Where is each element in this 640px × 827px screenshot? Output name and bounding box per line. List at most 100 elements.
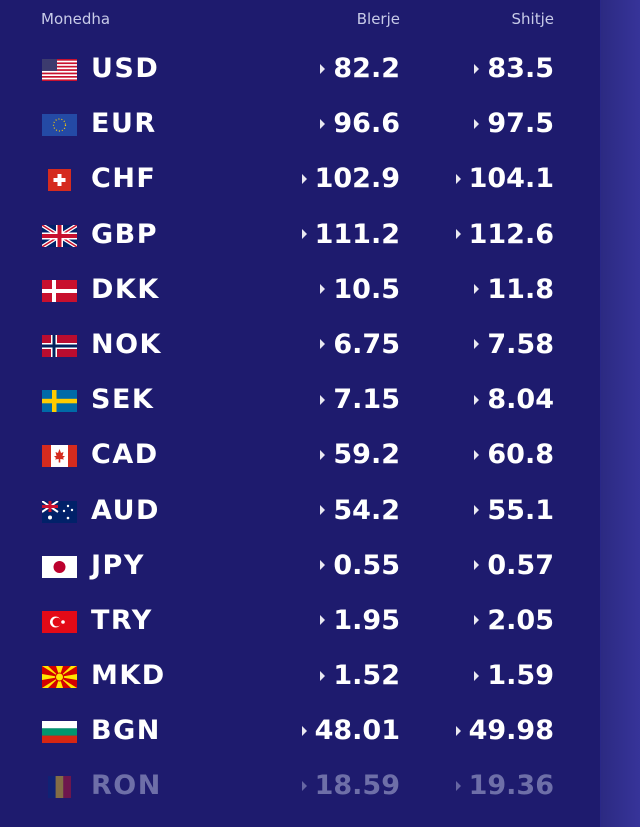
currency-code: JPY bbox=[91, 549, 145, 581]
sell-rate-value: 11.8 bbox=[487, 273, 554, 305]
sell-rate: 60.8 bbox=[474, 439, 554, 470]
caret-right-icon bbox=[474, 118, 480, 129]
sell-rate-value: 19.36 bbox=[468, 770, 554, 802]
buy-rate-value: 48.01 bbox=[314, 715, 400, 747]
sell-rate-value: 60.8 bbox=[487, 439, 554, 471]
buy-rate: 7.15 bbox=[320, 384, 400, 415]
currency-code: MKD bbox=[91, 660, 166, 692]
se-flag-icon bbox=[42, 390, 77, 413]
sell-rate-value: 0.57 bbox=[487, 549, 554, 581]
ro-flag-icon bbox=[42, 776, 77, 799]
rate-row-mkd: MKD 1.52 1.59 bbox=[0, 650, 600, 705]
caret-right-icon bbox=[474, 505, 480, 515]
buy-rate-value: 59.2 bbox=[333, 439, 400, 471]
sell-rate-value: 97.5 bbox=[487, 108, 554, 140]
buy-rate-value: 0.55 bbox=[333, 549, 400, 581]
buy-rate: 1.95 bbox=[320, 605, 400, 636]
ca-flag-icon bbox=[42, 445, 77, 468]
caret-right-icon bbox=[301, 725, 307, 736]
caret-right-icon bbox=[320, 505, 326, 515]
exchange-rates-panel: Monedha Blerje Shitje USD 82.2 bbox=[0, 0, 600, 816]
currency-code: EUR bbox=[91, 108, 157, 140]
buy-rate: 111.2 bbox=[301, 218, 400, 250]
buy-rate-value: 18.59 bbox=[314, 770, 400, 802]
gb-flag-icon bbox=[42, 224, 77, 247]
caret-right-icon bbox=[301, 173, 307, 184]
rate-row-chf: CHF 102.9 104.1 bbox=[0, 153, 600, 208]
caret-right-icon bbox=[320, 615, 326, 626]
buy-rate-value: 111.2 bbox=[314, 218, 400, 250]
sell-rate-value: 49.98 bbox=[468, 715, 554, 747]
sell-rate: 8.04 bbox=[474, 384, 554, 415]
currency-code: NOK bbox=[91, 328, 162, 360]
sell-rate: 83.5 bbox=[474, 53, 554, 84]
currency-code: DKK bbox=[91, 273, 160, 305]
currency-code: CAD bbox=[91, 439, 159, 471]
sell-column-header: Shitje bbox=[511, 10, 554, 28]
rate-row-gbp: GBP 111.2 112.6 bbox=[0, 209, 600, 264]
buy-rate-value: 10.5 bbox=[333, 273, 400, 305]
caret-right-icon bbox=[320, 560, 326, 571]
mk-flag-icon bbox=[42, 666, 77, 689]
caret-right-icon bbox=[320, 449, 326, 460]
buy-rate-value: 6.75 bbox=[333, 328, 400, 360]
caret-right-icon bbox=[474, 449, 480, 460]
table-header: Monedha Blerje Shitje bbox=[0, 0, 600, 40]
buy-rate-value: 1.52 bbox=[333, 660, 400, 692]
rate-row-dkk: DKK 10.5 11.8 bbox=[0, 264, 600, 319]
us-flag-icon bbox=[42, 59, 77, 81]
sell-rate: 7.58 bbox=[474, 329, 554, 360]
buy-rate-value: 96.6 bbox=[333, 108, 400, 140]
sell-rate: 97.5 bbox=[474, 108, 554, 139]
rate-row-sek: SEK 7.15 8.04 bbox=[0, 374, 600, 429]
sell-rate: 49.98 bbox=[455, 715, 554, 747]
ch-flag-icon bbox=[42, 169, 77, 192]
sell-rate-value: 112.6 bbox=[468, 218, 554, 250]
rate-row-ron: RON 18.59 19.36 bbox=[0, 760, 600, 815]
side-panel bbox=[600, 0, 640, 827]
sell-rate-value: 7.58 bbox=[487, 328, 554, 360]
caret-right-icon bbox=[474, 63, 480, 74]
no-flag-icon bbox=[42, 334, 77, 357]
sell-rate: 2.05 bbox=[474, 605, 554, 636]
rate-row-eur: EUR 96.6 97.5 bbox=[0, 98, 600, 153]
caret-right-icon bbox=[455, 780, 461, 791]
buy-rate: 54.2 bbox=[320, 495, 400, 526]
sell-rate-value: 1.59 bbox=[487, 660, 554, 692]
sell-rate: 1.59 bbox=[474, 660, 554, 691]
buy-rate-value: 7.15 bbox=[333, 384, 400, 416]
currency-code: SEK bbox=[91, 384, 155, 416]
sell-rate: 55.1 bbox=[474, 495, 554, 526]
caret-right-icon bbox=[474, 670, 480, 681]
buy-rate: 96.6 bbox=[320, 108, 400, 139]
buy-rate: 102.9 bbox=[301, 163, 400, 195]
caret-right-icon bbox=[301, 229, 307, 240]
bg-flag-icon bbox=[42, 721, 77, 744]
caret-right-icon bbox=[455, 725, 461, 736]
jp-flag-icon bbox=[42, 555, 77, 578]
buy-rate-value: 1.95 bbox=[333, 604, 400, 636]
buy-column-header: Blerje bbox=[356, 10, 400, 28]
sell-rate-value: 104.1 bbox=[468, 163, 554, 195]
sell-rate-value: 8.04 bbox=[487, 384, 554, 416]
sell-rate: 112.6 bbox=[455, 218, 554, 250]
currency-code: RON bbox=[91, 770, 162, 802]
caret-right-icon bbox=[474, 615, 480, 626]
rate-row-bgn: BGN 48.01 49.98 bbox=[0, 705, 600, 760]
buy-rate: 1.52 bbox=[320, 660, 400, 691]
buy-rate-value: 102.9 bbox=[314, 163, 400, 195]
currency-code: AUD bbox=[91, 494, 160, 526]
caret-right-icon bbox=[320, 339, 326, 350]
currency-code: GBP bbox=[91, 218, 159, 250]
buy-rate: 18.59 bbox=[301, 770, 400, 802]
caret-right-icon bbox=[320, 118, 326, 129]
buy-rate: 59.2 bbox=[320, 439, 400, 470]
sell-rate-value: 55.1 bbox=[487, 494, 554, 526]
sell-rate-value: 83.5 bbox=[487, 53, 554, 84]
sell-rate: 11.8 bbox=[474, 274, 554, 305]
currency-code: TRY bbox=[91, 604, 153, 636]
rates-list: USD 82.2 83.5 EUR 96.6 97.5 bbox=[0, 43, 600, 816]
caret-right-icon bbox=[320, 63, 326, 74]
buy-rate: 0.55 bbox=[320, 550, 400, 581]
rate-row-try: TRY 1.95 2.05 bbox=[0, 595, 600, 650]
